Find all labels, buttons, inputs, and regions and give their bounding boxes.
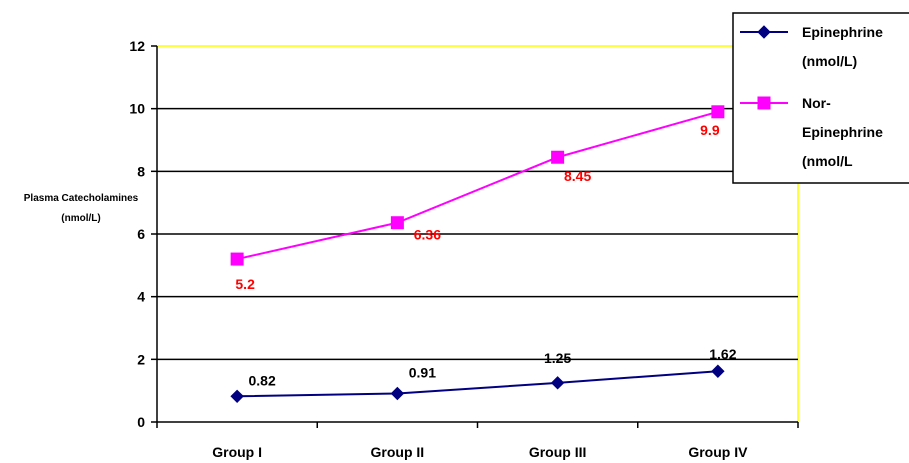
data-label: 0.91 — [409, 364, 436, 380]
y-tick-label: 6 — [137, 226, 145, 242]
data-label: 9.9 — [700, 122, 720, 138]
legend: Epinephrine (nmol/L) Nor- Epinephrine (nmol/… — [732, 12, 909, 184]
legend-label: (nmol/L — [802, 153, 853, 169]
y-axis-title-line: Plasma Catecholamines — [24, 193, 139, 204]
legend-label: (nmol/L) — [802, 53, 857, 69]
legend-marker — [757, 96, 771, 110]
plot-area: 0 2 4 6 8 10 12 Group I Group II Group III Group I… — [129, 38, 799, 460]
series-line — [237, 370, 718, 398]
y-tick-label: 10 — [129, 101, 145, 117]
data-point — [230, 389, 244, 404]
x-tick-label: Group III — [529, 444, 587, 460]
legend-label: Epinephrine — [802, 124, 883, 140]
data-label: 5.2 — [235, 276, 255, 292]
x-tick-label: Group IV — [688, 444, 748, 460]
y-tick-label: 2 — [137, 351, 145, 367]
y-axis-title-line: (nmol/L) — [61, 213, 100, 224]
series-epinephrine: 0.82 0.91 1.25 1.62 — [230, 346, 737, 404]
series-line — [236, 110, 719, 261]
data-point — [390, 216, 404, 230]
data-label: 0.82 — [249, 372, 276, 388]
legend-label: Epinephrine — [802, 24, 883, 40]
y-tick-label: 12 — [129, 38, 145, 54]
data-point — [711, 105, 725, 119]
legend-entry: Epinephrine (nmol/L) — [740, 24, 883, 69]
data-label: 1.25 — [544, 350, 571, 366]
y-tick-label: 8 — [137, 163, 145, 179]
data-label: 8.45 — [564, 168, 591, 184]
y-tick-label: 4 — [137, 289, 145, 305]
x-tick-label: Group II — [371, 444, 425, 460]
legend-entry: Nor- Epinephrine (nmol/L — [740, 95, 883, 169]
legend-label: Nor- — [802, 95, 831, 111]
data-point — [390, 386, 405, 401]
x-tick-label: Group I — [212, 444, 262, 460]
y-axis-title: Plasma Catecholamines (nmol/L) — [24, 193, 139, 224]
data-point — [550, 376, 565, 390]
data-point — [551, 150, 565, 164]
data-point — [711, 364, 725, 378]
series-nor-epinephrine: 5.2 6.36 8.45 9.9 — [230, 105, 725, 292]
legend-marker — [757, 25, 771, 39]
data-point — [230, 252, 244, 266]
data-label: 6.36 — [414, 227, 441, 243]
y-tick-label: 0 — [137, 414, 145, 430]
data-label: 1.62 — [709, 346, 736, 362]
